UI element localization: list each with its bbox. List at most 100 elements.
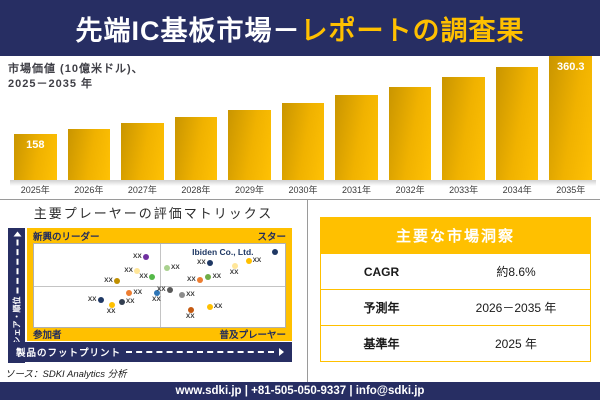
quadrant-divider-horizontal bbox=[34, 285, 285, 287]
player-dot bbox=[97, 296, 104, 303]
player-dot bbox=[133, 267, 140, 274]
horizontal-divider bbox=[0, 199, 600, 200]
player-dot bbox=[187, 306, 194, 313]
player-placeholder-label: XX bbox=[125, 298, 135, 306]
bar-column bbox=[67, 56, 111, 180]
insights-row-予測年: 予測年 2026－2035 年 bbox=[320, 290, 591, 326]
vertical-divider bbox=[307, 200, 308, 382]
bar-2032年 bbox=[388, 87, 432, 180]
matrix-y-axis-bar: 市場シェア・順位 bbox=[8, 228, 25, 363]
bar-column bbox=[281, 56, 325, 180]
player-dot bbox=[196, 276, 203, 283]
player-dot bbox=[231, 262, 238, 269]
player-dot bbox=[108, 302, 115, 309]
report-title-suffix: レポートの調査果 bbox=[300, 15, 525, 46]
bar-column bbox=[442, 56, 485, 180]
footer-contact-text: www.sdki.jp | +81-505-050-9337 | info@sd… bbox=[175, 385, 425, 397]
player-placeholder-label: XX bbox=[156, 286, 166, 294]
y-axis-dashed-line bbox=[15, 239, 18, 293]
player-dot bbox=[271, 249, 278, 256]
insights-table-body: CAGR 約8.6% 予測年 2026－2035 年基準年 2025 年 bbox=[320, 254, 591, 362]
key-insights-panel: 主要な市場洞察 CAGR 約8.6% 予測年 2026－2035 年基準年 2025 年 bbox=[308, 200, 600, 382]
bar-2029年 bbox=[228, 110, 271, 180]
insights-table-header: 主要な市場洞察 bbox=[320, 217, 591, 254]
bar-2027年 bbox=[121, 123, 164, 180]
chart-axis-title-line1: 市場価値 (10億米ドル)、 bbox=[8, 63, 144, 75]
insights-row-基準年: 基準年 2025 年 bbox=[320, 326, 591, 362]
insights-row-value: 2025 年 bbox=[495, 337, 538, 351]
player-placeholder-label: XX bbox=[139, 273, 148, 281]
quadrant-label-participant: 参加者 bbox=[33, 330, 62, 341]
chart-axis-title-line2: 2025－2035 年 bbox=[8, 78, 93, 91]
insights-row-label: 基準年 bbox=[363, 337, 400, 351]
player-placeholder-label: XX bbox=[133, 288, 143, 296]
market-value-bar-chart: 市場価値 (10億米ドル)、 2025－2035 年 158 360.3 2025… bbox=[0, 56, 600, 199]
player-placeholder-label: XX bbox=[87, 295, 97, 303]
bar-column bbox=[228, 56, 271, 180]
x-axis-dashed-line bbox=[126, 351, 274, 353]
bar-shadow-strip bbox=[10, 180, 596, 186]
bar-2030年 bbox=[281, 103, 325, 180]
bar-column: 360.3 bbox=[549, 56, 593, 180]
insights-row-value: 2026－2035 年 bbox=[475, 301, 557, 315]
chart-axis-title: 市場価値 (10億米ドル)、 2025－2035 年 bbox=[8, 62, 144, 93]
player-dot bbox=[166, 287, 173, 294]
player-dot bbox=[142, 254, 149, 261]
bar-2028年 bbox=[174, 117, 218, 180]
matrix-gold-frame: 新興のリーダー スター Ibiden Co., Ltd. XX XX XX XX XX X… bbox=[27, 228, 292, 341]
x-axis-tick-label: 2025年 bbox=[20, 185, 50, 195]
x-axis-tick-label: 2030年 bbox=[288, 185, 318, 195]
matrix-plot: Ibiden Co., Ltd. XX XX XX XX XX XX XX XX XX XX XX X… bbox=[33, 243, 286, 328]
x-axis-tick-label: 2035年 bbox=[556, 185, 586, 195]
player-dot bbox=[126, 289, 133, 296]
x-axis-tick-label: 2029年 bbox=[234, 185, 264, 195]
player-placeholder-label: XX bbox=[229, 268, 239, 276]
player-dot bbox=[148, 274, 155, 281]
report-title-bar: 先端IC基板市場－ レポートの調査果 bbox=[0, 0, 600, 56]
insights-row-label: CAGR bbox=[363, 264, 400, 279]
key-insights-table: 主要な市場洞察 CAGR 約8.6% 予測年 2026－2035 年基準年 2025 年 bbox=[320, 217, 591, 362]
bar-2031年 bbox=[335, 95, 378, 180]
x-axis-arrow-icon bbox=[279, 348, 284, 356]
player-dot bbox=[153, 289, 160, 296]
player-placeholder-label: XX bbox=[151, 295, 161, 303]
bar-column bbox=[121, 56, 164, 180]
player-placeholder-label: XX bbox=[197, 259, 206, 267]
bar-value-label: 158 bbox=[26, 139, 45, 151]
report-title-market: 先端IC基板市場－ bbox=[75, 15, 301, 46]
matrix-x-axis-bar: 製品のフットプリント bbox=[8, 342, 292, 362]
bar-column bbox=[495, 56, 539, 180]
bar-column bbox=[388, 56, 432, 180]
player-dot bbox=[205, 274, 212, 281]
quadrant-label-star: スター bbox=[257, 232, 286, 243]
x-axis-tick-label: 2031年 bbox=[342, 185, 372, 195]
x-axis-tick-label: 2033年 bbox=[449, 185, 479, 195]
source-attribution: ソース：SDKI Analytics 分析 bbox=[5, 369, 127, 380]
player-dot bbox=[206, 304, 213, 311]
player-placeholder-label: XX bbox=[106, 308, 116, 316]
player-placeholder-label: XX bbox=[186, 291, 195, 299]
x-axis-tick-label: 2028年 bbox=[181, 185, 211, 195]
player-dot bbox=[245, 257, 252, 264]
player-dot bbox=[113, 278, 120, 285]
company-label-ibiden: Ibiden Co., Ltd. bbox=[192, 247, 254, 258]
insights-row-CAGR: CAGR 約8.6% bbox=[320, 254, 591, 290]
player-placeholder-label: XX bbox=[252, 256, 262, 264]
quadrant-label-pervasive-player: 普及プレーヤー bbox=[219, 330, 286, 341]
x-labels-row: 2025年 2026年 2027年 2028年 2029年 2030年 2031年 2032年… bbox=[14, 183, 592, 196]
player-dot bbox=[164, 265, 171, 272]
player-evaluation-matrix: 主要プレーヤーの評価マトリックス 市場シェア・順位 新興のリーダー スター Ib… bbox=[0, 200, 307, 382]
player-placeholder-label: XX bbox=[124, 266, 133, 274]
bar-value-label: 360.3 bbox=[556, 61, 585, 73]
player-dot bbox=[206, 260, 213, 267]
footer-contact-bar: www.sdki.jp | +81-505-050-9337 | info@sd… bbox=[0, 382, 600, 400]
x-axis-tick-label: 2026年 bbox=[74, 185, 104, 195]
player-placeholder-label: XX bbox=[104, 277, 113, 285]
x-axis-tick-label: 2032年 bbox=[395, 185, 425, 195]
matrix-x-axis-label: 製品のフットプリント bbox=[16, 348, 122, 359]
bar-column: 158 bbox=[14, 56, 57, 180]
bar-2033年 bbox=[442, 77, 485, 180]
player-dot bbox=[179, 292, 186, 299]
quadrant-label-emerging-leader: 新興のリーダー bbox=[33, 232, 100, 243]
matrix-title: 主要プレーヤーの評価マトリックス bbox=[33, 206, 274, 221]
